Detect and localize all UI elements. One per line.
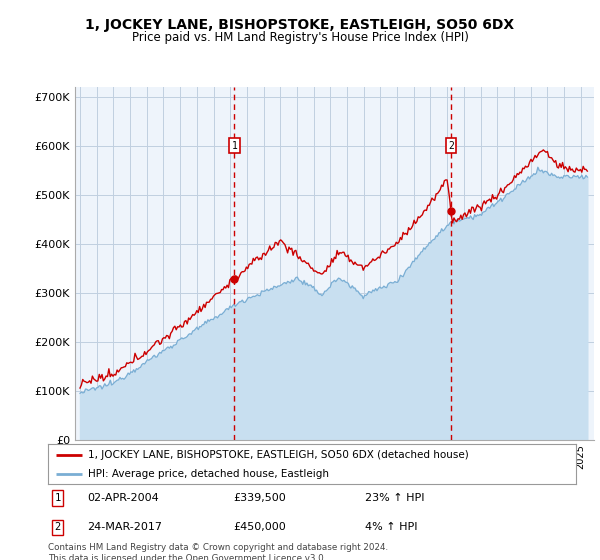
Text: 1: 1: [232, 141, 238, 151]
Text: HPI: Average price, detached house, Eastleigh: HPI: Average price, detached house, East…: [88, 469, 329, 479]
Text: Contains HM Land Registry data © Crown copyright and database right 2024.
This d: Contains HM Land Registry data © Crown c…: [48, 543, 388, 560]
Text: 2: 2: [55, 522, 61, 532]
Text: 1, JOCKEY LANE, BISHOPSTOKE, EASTLEIGH, SO50 6DX: 1, JOCKEY LANE, BISHOPSTOKE, EASTLEIGH, …: [85, 18, 515, 32]
Text: 24-MAR-2017: 24-MAR-2017: [88, 522, 163, 532]
Text: 1, JOCKEY LANE, BISHOPSTOKE, EASTLEIGH, SO50 6DX (detached house): 1, JOCKEY LANE, BISHOPSTOKE, EASTLEIGH, …: [88, 450, 469, 460]
Text: 23% ↑ HPI: 23% ↑ HPI: [365, 493, 424, 503]
Text: 2: 2: [448, 141, 454, 151]
Text: 1: 1: [55, 493, 61, 503]
Text: Price paid vs. HM Land Registry's House Price Index (HPI): Price paid vs. HM Land Registry's House …: [131, 31, 469, 44]
Text: £450,000: £450,000: [233, 522, 286, 532]
Text: £339,500: £339,500: [233, 493, 286, 503]
Text: 4% ↑ HPI: 4% ↑ HPI: [365, 522, 418, 532]
Text: 02-APR-2004: 02-APR-2004: [88, 493, 160, 503]
